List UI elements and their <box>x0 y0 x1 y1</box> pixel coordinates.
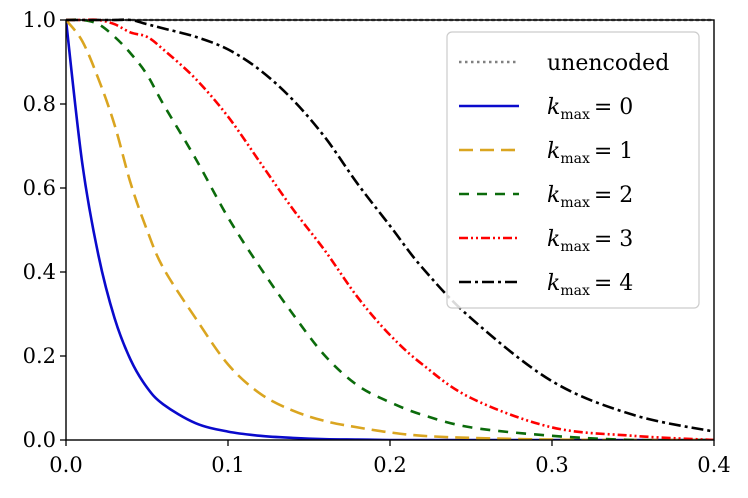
legend: unencoded kmax = 0 kmax = 1 kmax = 2 kmax = 3 kma… <box>446 31 700 309</box>
legend-label: kmax = 0 <box>547 95 633 123</box>
y-axis: 0.0 0.2 0.4 0.6 0.8 1.0 <box>23 8 66 452</box>
y-tick-label: 0.0 <box>23 428 56 452</box>
series-line-4 <box>66 18 714 440</box>
x-tick-label: 0.2 <box>373 453 406 477</box>
y-tick-label: 1.0 <box>23 8 56 32</box>
x-tick-label: 0.0 <box>49 453 82 477</box>
series-line-1 <box>66 19 714 440</box>
y-tick-label: 0.2 <box>23 344 56 368</box>
legend-label: kmax = 3 <box>547 227 633 255</box>
legend-label: kmax = 1 <box>547 139 633 167</box>
legend-label: unencoded <box>547 51 669 76</box>
legend-label: kmax = 2 <box>547 183 633 211</box>
y-tick-label: 0.8 <box>23 92 56 116</box>
x-tick-label: 0.3 <box>535 453 568 477</box>
y-tick-label: 0.4 <box>23 260 56 284</box>
x-axis: 0.0 0.1 0.2 0.3 0.4 <box>49 440 731 477</box>
series-line-2 <box>66 19 714 440</box>
y-tick-label: 0.6 <box>23 176 56 200</box>
legend-label: kmax = 4 <box>547 271 633 299</box>
series-line-3 <box>66 18 714 440</box>
x-tick-label: 0.4 <box>697 453 730 477</box>
x-tick-label: 0.1 <box>211 453 244 477</box>
